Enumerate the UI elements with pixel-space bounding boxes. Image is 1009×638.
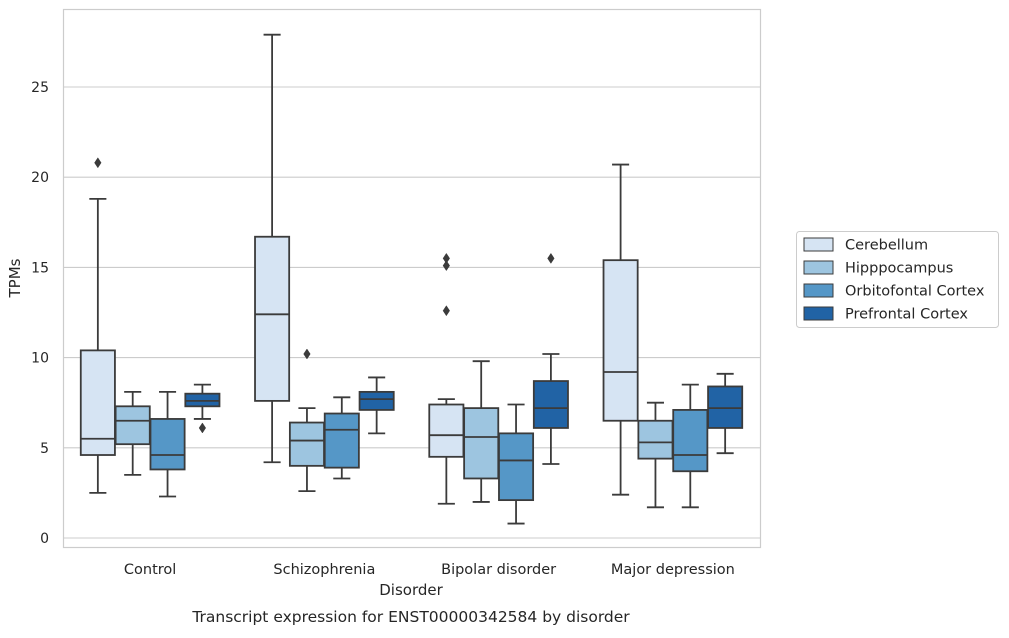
legend: Cerebellum Hipppocampus Orbitofontal Corte…	[796, 231, 999, 328]
boxes-layer	[79, 33, 744, 525]
y-tick-label: 20	[31, 170, 49, 186]
y-tick-labels: 0 5 10 15 20 25	[31, 80, 49, 547]
box-plot	[184, 383, 221, 434]
legend-items: Cerebellum Hipppocampus Orbitofontal Corte…	[803, 237, 985, 323]
box-iqr	[532, 380, 569, 429]
legend-swatch	[803, 283, 834, 298]
box-iqr	[602, 259, 639, 422]
legend-label: Orbitofontal Cortex	[845, 284, 985, 300]
plot-frame	[62, 8, 762, 549]
x-tick-label: Control	[124, 562, 176, 578]
legend-label: Hipppocampus	[845, 261, 953, 277]
figure-caption: Transcript expression for ENST0000034258…	[191, 608, 630, 626]
y-tick-label: 25	[31, 80, 49, 96]
box-iqr	[498, 432, 535, 502]
legend-swatch	[803, 237, 834, 252]
box-plot	[637, 401, 674, 509]
box-iqr	[428, 403, 465, 458]
box-plot	[358, 376, 395, 435]
box-plot	[323, 396, 360, 480]
box-plot	[149, 390, 186, 498]
legend-swatch	[803, 306, 834, 321]
box-iqr	[358, 390, 395, 411]
outlier-point	[303, 348, 311, 360]
box-plot	[498, 403, 535, 525]
legend-label: Prefrontal Cortex	[845, 307, 968, 323]
outlier-point	[442, 252, 450, 264]
legend-frame	[796, 231, 999, 328]
x-axis-label: Disorder	[379, 581, 443, 599]
box-plot	[532, 252, 569, 465]
box-plot	[602, 163, 639, 496]
y-axis-label: TPMs	[6, 258, 24, 298]
box-iqr	[149, 418, 186, 471]
box-iqr	[637, 419, 674, 460]
box-iqr	[184, 392, 221, 408]
x-tick-labels: Control Schizophrenia Bipolar disorder Majo…	[124, 562, 735, 578]
outlier-point	[442, 260, 450, 272]
box-plot	[114, 390, 151, 476]
box-plot	[428, 252, 465, 505]
y-tick-label: 0	[40, 531, 49, 547]
box-iqr	[707, 385, 744, 429]
outlier-point	[94, 157, 102, 169]
outlier-point	[198, 422, 206, 434]
box-iqr	[288, 421, 325, 467]
box-plot	[79, 157, 116, 494]
x-tick-label: Major depression	[611, 562, 735, 578]
legend-label: Cerebellum	[845, 238, 928, 254]
box-plot	[288, 348, 325, 492]
x-tick-label: Bipolar disorder	[441, 562, 556, 578]
box-iqr	[463, 407, 500, 480]
box-plot	[672, 383, 709, 509]
box-iqr	[254, 235, 291, 402]
box-iqr	[79, 349, 116, 456]
outlier-point	[547, 252, 555, 264]
box-iqr	[323, 412, 360, 469]
y-tick-label: 10	[31, 351, 49, 367]
box-plot	[707, 372, 744, 455]
x-tick-label: Schizophrenia	[273, 562, 375, 578]
box-plot	[254, 33, 291, 464]
legend-swatch	[803, 260, 834, 275]
y-tick-label: 15	[31, 260, 49, 276]
box-iqr	[114, 405, 151, 446]
outlier-point	[442, 305, 450, 317]
box-plot	[463, 360, 500, 503]
y-tick-label: 5	[40, 441, 49, 457]
box-iqr	[672, 409, 709, 473]
